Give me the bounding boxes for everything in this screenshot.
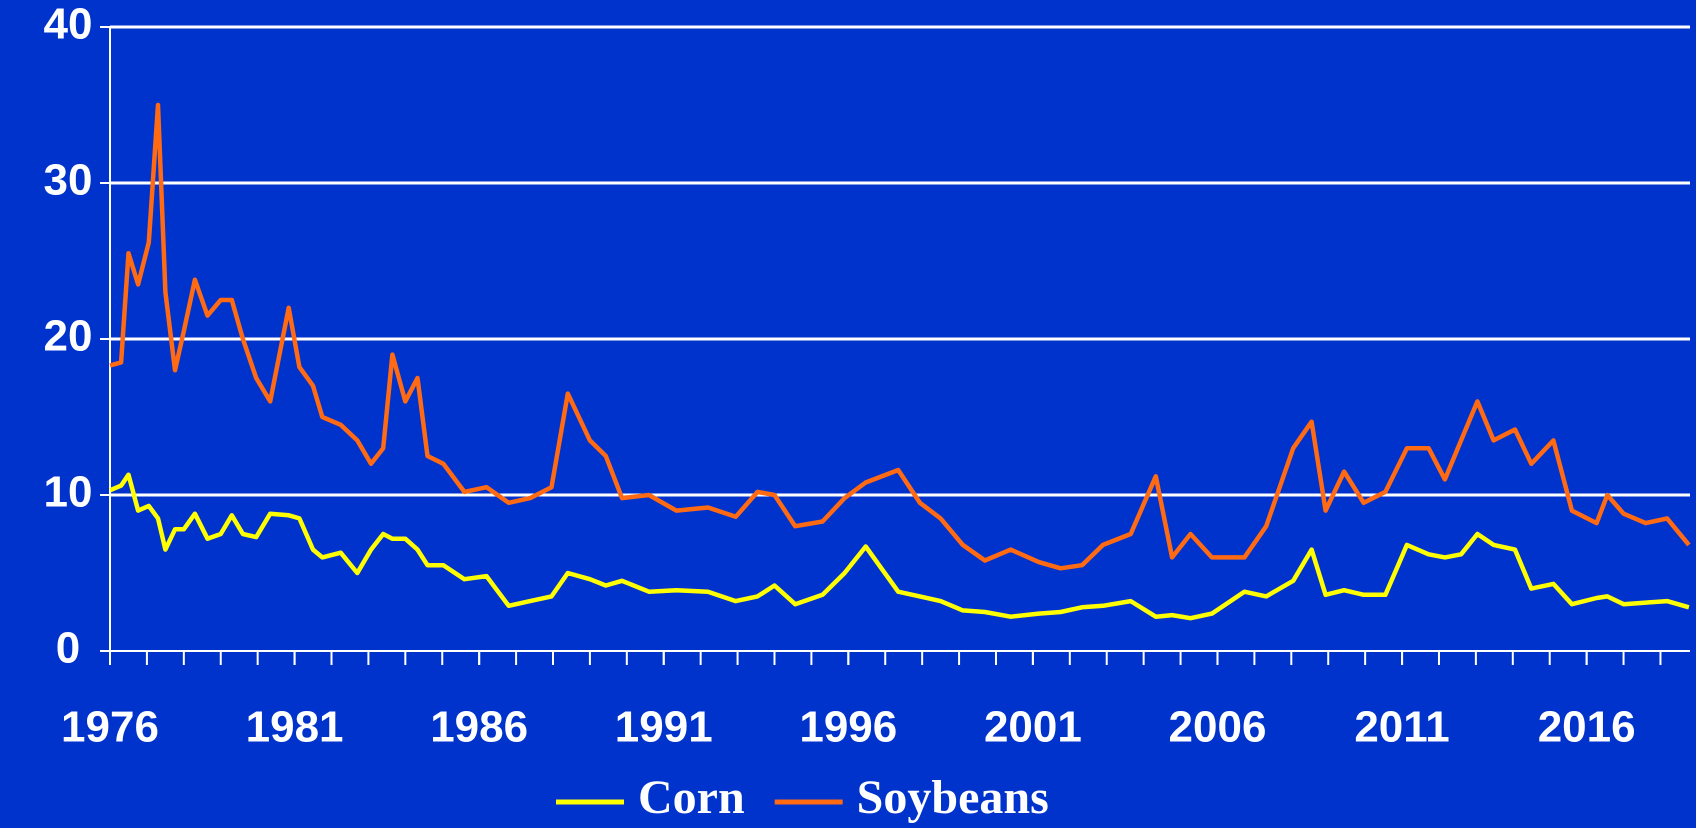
legend-label: Corn: [638, 771, 745, 824]
y-tick-label: 40: [44, 0, 93, 49]
x-tick-label: 1986: [430, 703, 528, 752]
y-tick-label: 20: [44, 312, 93, 361]
series-line: [109, 102, 1691, 571]
y-tick-label: 30: [44, 156, 93, 205]
x-tick-label: 2011: [1354, 703, 1449, 752]
legend-label: Soybeans: [857, 771, 1049, 824]
x-tick-label: 2001: [984, 703, 1082, 752]
x-tick-label: 1981: [246, 703, 344, 752]
x-tick-label: 1976: [61, 703, 159, 752]
x-tick-label: 2016: [1538, 703, 1636, 752]
y-tick-label: 10: [44, 468, 93, 517]
y-tick-label: 0: [56, 624, 80, 673]
x-tick-label: 1991: [615, 703, 713, 752]
x-tick-label: 1996: [799, 703, 897, 752]
series-line: [109, 472, 1690, 621]
x-tick-label: 2006: [1169, 703, 1267, 752]
